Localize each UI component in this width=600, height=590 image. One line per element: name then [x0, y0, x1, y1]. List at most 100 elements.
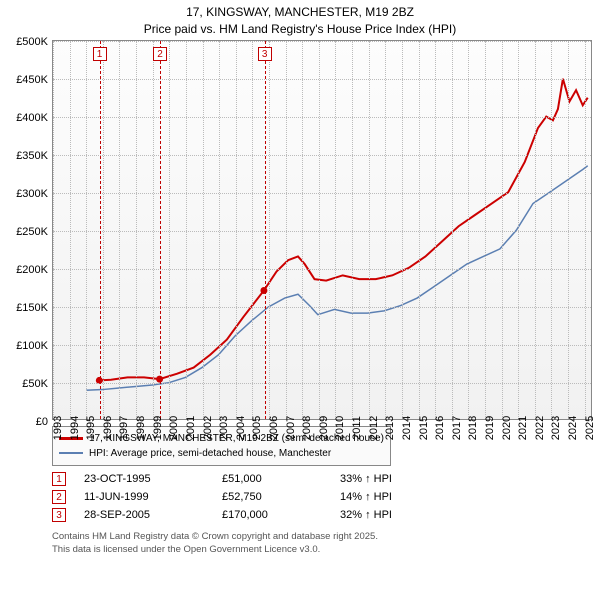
x-tick-label: 2010: [334, 416, 346, 440]
gridline-h: [53, 117, 591, 118]
y-tick-label: £200K: [16, 264, 48, 276]
y-tick-label: £50K: [22, 378, 48, 390]
title-line1: 17, KINGSWAY, MANCHESTER, M19 2BZ: [0, 4, 600, 21]
sales-marker: 3: [52, 508, 66, 522]
x-tick-label: 2024: [567, 416, 579, 440]
sales-price: £51,000: [222, 473, 322, 485]
x-tick-label: 2003: [218, 416, 230, 440]
gridline-v: [252, 41, 253, 419]
x-tick-label: 2025: [584, 416, 596, 440]
gridline-h: [53, 41, 591, 42]
sales-date: 28-SEP-2005: [84, 509, 204, 521]
y-axis: £0£50K£100K£150K£200K£250K£300K£350K£400…: [0, 42, 50, 422]
annotation-line: [100, 41, 101, 419]
gridline-v: [286, 41, 287, 419]
gridline-v: [419, 41, 420, 419]
gridline-v: [335, 41, 336, 419]
footer-line1: Contains HM Land Registry data © Crown c…: [52, 530, 590, 543]
gridline-h: [53, 383, 591, 384]
x-tick-label: 2021: [517, 416, 529, 440]
x-tick-label: 2005: [251, 416, 263, 440]
gridline-h: [53, 269, 591, 270]
annotation-marker: 2: [153, 47, 167, 61]
x-tick-label: 2007: [285, 416, 297, 440]
gridline-v: [236, 41, 237, 419]
x-tick-label: 1995: [85, 416, 97, 440]
gridline-h: [53, 345, 591, 346]
chart-plot-area: 123: [52, 40, 592, 420]
chart-svg: [53, 41, 591, 419]
gridline-v: [203, 41, 204, 419]
annotation-marker: 1: [93, 47, 107, 61]
sales-diff: 32% ↑ HPI: [340, 509, 392, 521]
x-axis: 1993199419951996199719981999200020012002…: [52, 424, 592, 464]
sales-row: 1 23-OCT-1995 £51,000 33% ↑ HPI: [52, 470, 590, 488]
y-tick-label: £250K: [16, 226, 48, 238]
chart-container: 17, KINGSWAY, MANCHESTER, M19 2BZ Price …: [0, 0, 600, 590]
gridline-v: [585, 41, 586, 419]
y-tick-label: £0: [36, 416, 48, 428]
gridline-v: [86, 41, 87, 419]
footer: Contains HM Land Registry data © Crown c…: [52, 530, 590, 557]
gridline-v: [535, 41, 536, 419]
gridline-v: [352, 41, 353, 419]
title-line2: Price paid vs. HM Land Registry's House …: [0, 21, 600, 38]
x-tick-label: 1997: [118, 416, 130, 440]
y-tick-label: £100K: [16, 340, 48, 352]
gridline-h: [53, 193, 591, 194]
x-tick-label: 2018: [467, 416, 479, 440]
y-tick-label: £450K: [16, 74, 48, 86]
footer-line2: This data is licensed under the Open Gov…: [52, 543, 590, 556]
x-tick-label: 2023: [550, 416, 562, 440]
gridline-v: [369, 41, 370, 419]
x-tick-label: 1993: [52, 416, 64, 440]
gridline-v: [319, 41, 320, 419]
gridline-v: [385, 41, 386, 419]
sales-row: 3 28-SEP-2005 £170,000 32% ↑ HPI: [52, 506, 590, 524]
x-tick-label: 2001: [185, 416, 197, 440]
gridline-v: [70, 41, 71, 419]
x-tick-label: 2014: [401, 416, 413, 440]
y-tick-label: £500K: [16, 36, 48, 48]
sales-marker: 1: [52, 472, 66, 486]
y-tick-label: £300K: [16, 188, 48, 200]
x-tick-label: 2006: [268, 416, 280, 440]
gridline-h: [53, 79, 591, 80]
x-tick-label: 2020: [501, 416, 513, 440]
gridline-v: [502, 41, 503, 419]
gridline-v: [435, 41, 436, 419]
sales-table: 1 23-OCT-1995 £51,000 33% ↑ HPI 211-JUN-1999…: [52, 470, 590, 524]
gridline-v: [452, 41, 453, 419]
series-line: [99, 78, 587, 380]
gridline-v: [136, 41, 137, 419]
x-tick-label: 2004: [235, 416, 247, 440]
gridline-v: [103, 41, 104, 419]
x-tick-label: 1998: [135, 416, 147, 440]
annotation-line: [160, 41, 161, 419]
sales-row: 211-JUN-1999£52,75014% ↑ HPI: [52, 488, 590, 506]
y-tick-label: £400K: [16, 112, 48, 124]
gridline-v: [302, 41, 303, 419]
sales-date: 23-OCT-1995: [84, 473, 204, 485]
x-tick-label: 2011: [351, 416, 363, 440]
x-tick-label: 1996: [102, 416, 114, 440]
sales-price: £170,000: [222, 509, 322, 521]
x-tick-label: 2012: [368, 416, 380, 440]
x-tick-label: 2013: [384, 416, 396, 440]
y-tick-label: £350K: [16, 150, 48, 162]
x-tick-label: 2016: [434, 416, 446, 440]
x-tick-label: 1999: [152, 416, 164, 440]
gridline-h: [53, 155, 591, 156]
x-tick-label: 2000: [168, 416, 180, 440]
gridline-v: [485, 41, 486, 419]
y-tick-label: £150K: [16, 302, 48, 314]
gridline-v: [568, 41, 569, 419]
gridline-v: [53, 41, 54, 419]
gridline-h: [53, 307, 591, 308]
sales-marker: 2: [52, 490, 66, 504]
gridline-v: [169, 41, 170, 419]
gridline-v: [186, 41, 187, 419]
sales-diff: 33% ↑ HPI: [340, 473, 392, 485]
gridline-v: [551, 41, 552, 419]
gridline-v: [219, 41, 220, 419]
